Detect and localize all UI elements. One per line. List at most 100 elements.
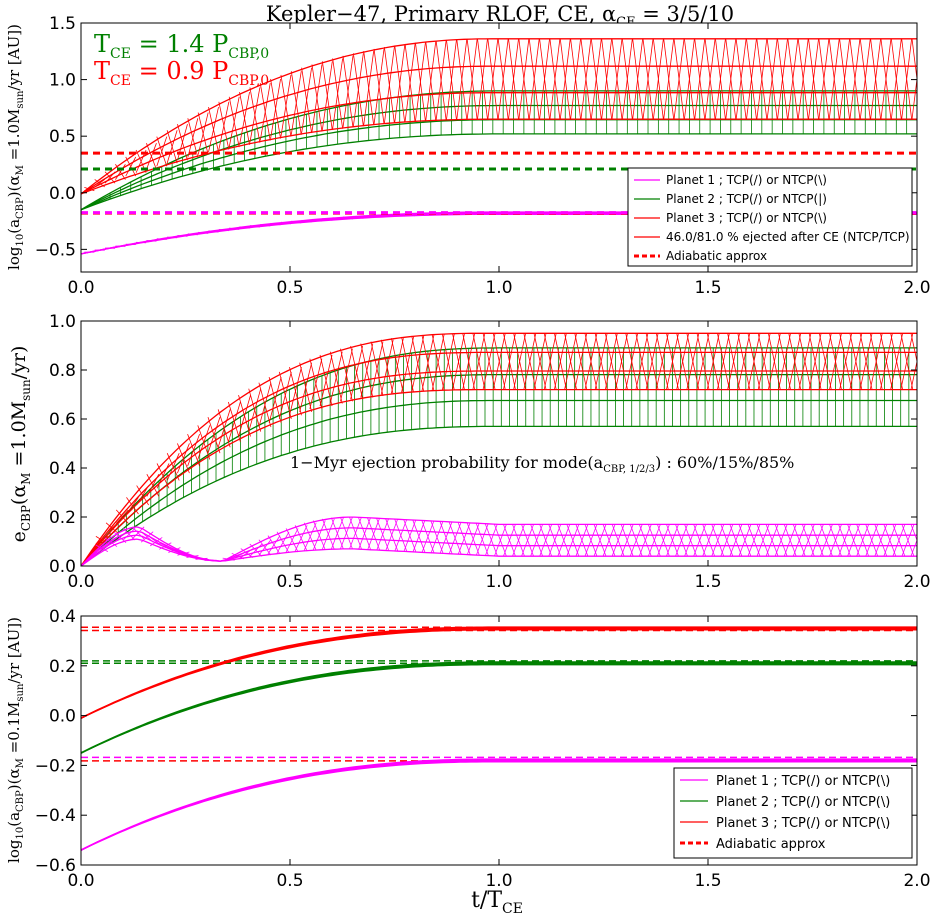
hatch-line <box>484 523 498 556</box>
series-line-3 <box>81 388 917 566</box>
hatch-line <box>584 524 598 557</box>
legend-box <box>627 167 913 267</box>
hatch-line <box>839 333 853 390</box>
hatch-line <box>554 333 567 390</box>
hatch-line <box>390 338 404 394</box>
hatch-line <box>801 524 815 557</box>
hatch-line <box>652 38 664 120</box>
hatch-line <box>187 118 199 158</box>
hatch-line <box>503 524 516 557</box>
hatch-line <box>146 143 157 170</box>
x-tick-label: 1.0 <box>485 871 512 891</box>
legend-label: Planet 2 ; TCP(/) or NTCP(\) <box>716 795 890 810</box>
hatch-line <box>777 38 788 120</box>
hatch-line <box>431 334 445 391</box>
hatch-line <box>319 354 333 407</box>
hatch-line <box>404 43 416 122</box>
hatch-line <box>539 524 553 557</box>
series-line-3 <box>81 351 917 566</box>
hatch-line <box>778 333 791 390</box>
hatch-line <box>557 524 571 557</box>
series-line-3 <box>81 38 917 195</box>
hatch-line <box>363 50 375 126</box>
series-line-2 <box>81 399 917 566</box>
legend-label: 46.0/81.0 % ejected after CE (NTCP/TCP) <box>666 230 910 244</box>
hatch-line <box>611 524 625 557</box>
hatch-line <box>910 359 917 390</box>
legend: Planet 1 ; TCP(/) or NTCP(\) Planet 2 ; T… <box>673 767 913 859</box>
x-tick-label: 1.0 <box>485 572 512 592</box>
hatch-line <box>686 333 700 390</box>
hatch-line <box>570 38 581 120</box>
y-tick-label: 0.5 <box>49 127 76 147</box>
x-tick-label: 0.5 <box>276 572 303 592</box>
hatch-line <box>430 521 444 554</box>
hatch-line <box>278 371 292 419</box>
legend-label: Planet 3 ; TCP(/) or NTCP(\) <box>666 211 827 225</box>
top-panel: 0.0 0.5 1.0 1.5 2.0 −0.5 0.0 0.5 1.0 1.5 Planet 1 … <box>35 14 931 298</box>
chart-title: Kepler−47, Primary RLOF, CE, αCE = 3/5/1… <box>266 2 734 30</box>
hatch-line <box>849 38 861 120</box>
hatch-line <box>632 38 644 120</box>
hatch-line <box>539 38 550 120</box>
hatch-line <box>883 524 897 557</box>
hatch-line <box>280 74 292 137</box>
y-tick-label: 0.8 <box>49 361 76 381</box>
y-tick-label: 1.0 <box>49 312 76 332</box>
series-line-1 <box>81 516 917 566</box>
hatch-line <box>702 524 716 557</box>
series-line-2 <box>81 425 917 566</box>
hatch-line <box>332 58 344 129</box>
hatch-line <box>403 519 417 552</box>
y-tick-label: −0.2 <box>35 756 76 776</box>
y-tick-label: −0.6 <box>35 856 76 876</box>
y-tick-label: −0.4 <box>35 806 76 826</box>
hatch-line <box>227 401 241 442</box>
hatch-line <box>910 539 917 557</box>
hatch-line <box>601 38 613 120</box>
hatch-line <box>818 38 830 120</box>
hatch-line <box>494 524 507 557</box>
hatch-line <box>166 130 178 164</box>
hatch-line <box>900 333 914 390</box>
x-tick-label: 0.0 <box>67 278 94 298</box>
series-line-3 <box>81 65 917 195</box>
y-tick-label: 0.2 <box>49 657 76 677</box>
bottom-panel: 0.0 0.5 1.0 1.5 2.0 −0.6 −0.4 −0.2 0.0 0.2 0.4 Plan… <box>35 607 931 891</box>
frame <box>80 22 918 273</box>
hatch-line <box>446 39 457 120</box>
hatch-line <box>911 75 917 120</box>
hatch-line <box>625 333 639 390</box>
hatch-line <box>217 409 231 448</box>
hatch-line <box>890 333 904 390</box>
hatch-line <box>412 520 426 553</box>
hatch-line <box>294 525 308 552</box>
hatch-line <box>466 522 480 556</box>
hatch-line <box>401 336 414 393</box>
middle-ylabel: eCBP(αM =1.0Msun/yr) <box>8 346 33 543</box>
hatch-line <box>394 45 406 123</box>
hatch-line <box>746 38 757 120</box>
hatch-line <box>910 524 917 542</box>
hatch-line <box>370 341 384 396</box>
hatch-line <box>487 38 499 120</box>
hatch-line <box>268 376 282 423</box>
hatch-line <box>521 524 534 557</box>
hatch-line <box>508 38 519 120</box>
hatch-line <box>747 333 761 390</box>
hatch-line <box>503 333 516 390</box>
hatch-line <box>528 38 540 120</box>
hatch-line <box>566 524 580 557</box>
y-tick-label: 0.6 <box>49 410 76 430</box>
series-line-3 <box>81 627 917 719</box>
hatch-line <box>559 38 571 120</box>
hatch-line <box>548 524 562 557</box>
bottom-ylabel: log10(aCBP)(αM =0.1Msun/yr [AU]) <box>5 617 26 863</box>
hatch-line <box>358 517 371 550</box>
hatch-line <box>642 38 654 120</box>
hatch-line <box>725 38 737 120</box>
top-ylabel: log10(aCBP)(αM =1.0Msun/yr [AU]) <box>5 24 26 270</box>
hatch-line <box>197 425 211 460</box>
hatch-line <box>329 351 343 404</box>
legend-label: Planet 2 ; TCP(/) or NTCP(|) <box>666 192 827 206</box>
